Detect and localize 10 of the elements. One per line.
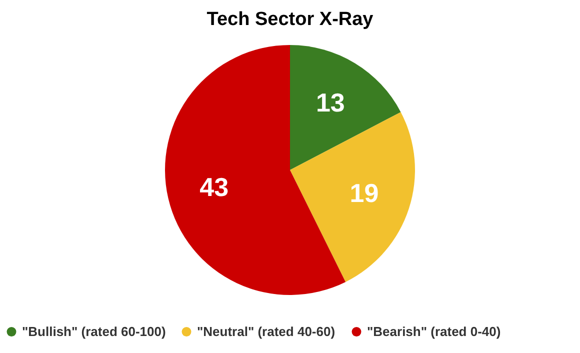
pie-slice — [290, 45, 401, 170]
data-label: 19 — [350, 178, 379, 208]
pie-slice — [290, 112, 415, 282]
legend-label: "Bullish" (rated 60-100) — [22, 324, 166, 339]
pie-slice — [165, 45, 346, 295]
chart-title: Tech Sector X-Ray — [206, 9, 374, 30]
data-label: 13 — [316, 87, 345, 118]
legend-label: "Neutral" (rated 40-60) — [197, 324, 336, 339]
legend-label: "Bearish" (rated 0-40) — [367, 324, 501, 339]
data-label: 43 — [200, 172, 229, 202]
